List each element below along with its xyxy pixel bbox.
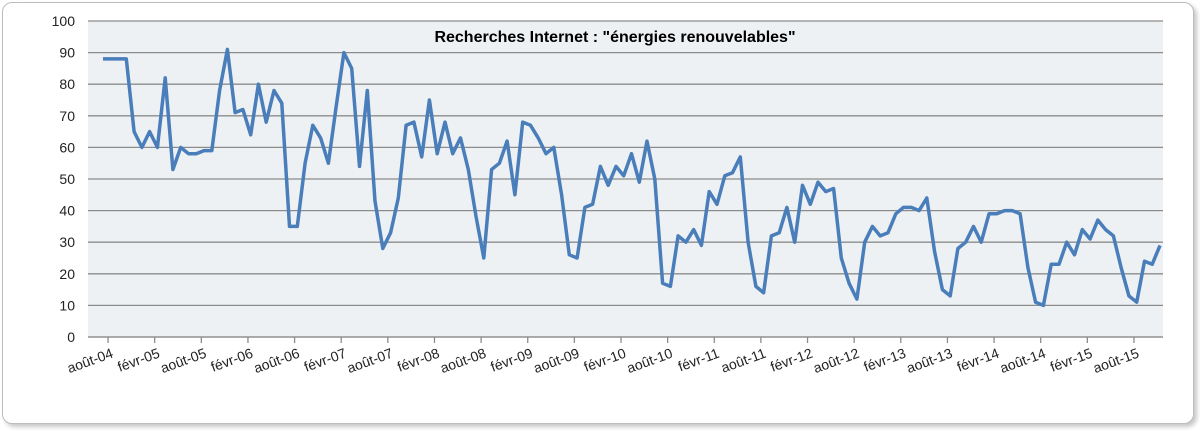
- x-tick-label: août-06: [252, 345, 302, 376]
- x-tick-label: août-13: [904, 345, 954, 376]
- x-tick-label: févr-12: [768, 345, 815, 375]
- x-tick-label: août-15: [1091, 345, 1141, 376]
- chart-title: Recherches Internet : "énergies renouvel…: [434, 29, 795, 46]
- x-tick-label: févr-14: [955, 345, 1002, 375]
- y-tick-label: 100: [52, 13, 76, 29]
- x-tick-label: août-12: [811, 345, 861, 376]
- x-tick-label: août-10: [625, 345, 675, 376]
- x-tick-label: août-05: [158, 345, 208, 376]
- x-tick-label: août-07: [345, 345, 395, 376]
- y-tick-label: 50: [59, 171, 75, 187]
- x-tick-label: août-04: [65, 345, 115, 376]
- x-tick-label: févr-08: [395, 345, 442, 375]
- x-tick-label: févr-13: [861, 345, 908, 375]
- x-tick-label: févr-07: [302, 345, 349, 375]
- x-tick-label: août-14: [998, 345, 1048, 376]
- x-tick-label: févr-15: [1048, 345, 1095, 375]
- y-tick-label: 80: [59, 76, 75, 92]
- y-tick-label: 0: [67, 329, 75, 345]
- x-tick-label: févr-10: [582, 345, 629, 375]
- x-tick-label: août-08: [438, 345, 488, 376]
- y-tick-label: 20: [59, 266, 75, 282]
- y-tick-label: 30: [59, 234, 75, 250]
- y-tick-label: 70: [59, 108, 75, 124]
- y-tick-label: 90: [59, 45, 75, 61]
- x-tick-label: févr-11: [676, 345, 722, 375]
- x-tick-label: févr-09: [488, 345, 535, 375]
- x-tick-label: févr-06: [209, 345, 256, 375]
- y-tick-label: 10: [59, 297, 75, 313]
- x-tick-label: févr-05: [115, 345, 162, 375]
- y-tick-label: 60: [59, 139, 75, 155]
- x-tick-label: août-09: [531, 345, 581, 376]
- y-tick-label: 40: [59, 203, 75, 219]
- x-tick-label: août-11: [719, 345, 768, 376]
